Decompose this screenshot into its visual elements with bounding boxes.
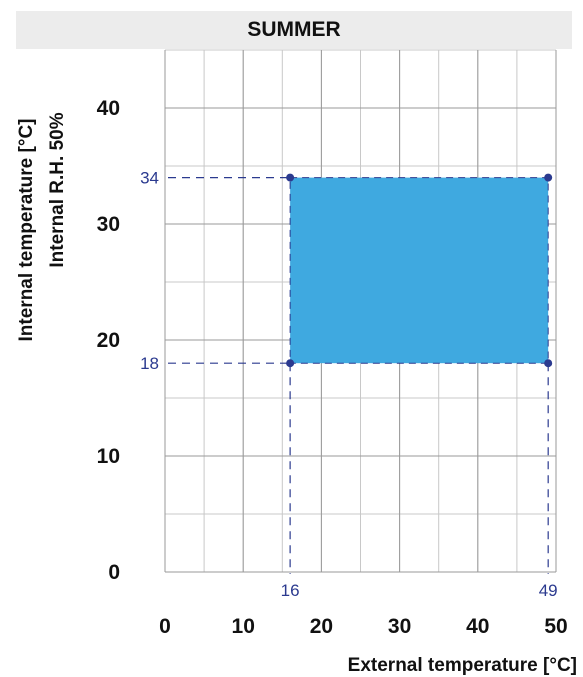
corner-points <box>286 173 553 368</box>
x-tick-label: 40 <box>466 615 489 638</box>
chart-title: SUMMER <box>247 18 341 41</box>
x-tick-label: 20 <box>310 615 333 638</box>
x-axis-label: External temperature [°C] <box>348 655 577 676</box>
y-tick-label: 30 <box>97 213 120 236</box>
y-tick-label: 40 <box>97 97 120 120</box>
x-tick-label: 0 <box>159 615 171 638</box>
y-axis-label-secondary: Internal R.H. 50% <box>47 112 68 267</box>
annotation-labels: 34 18 16 49 <box>140 169 558 600</box>
x-max-annotation: 49 <box>539 581 558 600</box>
x-tick-label: 50 <box>544 615 567 638</box>
y-min-annotation: 18 <box>140 354 159 373</box>
x-tick-label: 30 <box>388 615 411 638</box>
chart-title-bar <box>16 11 572 49</box>
corner-point <box>544 173 553 182</box>
y-tick-label: 0 <box>108 561 120 584</box>
guide-lines <box>168 177 549 574</box>
y-tick-label: 20 <box>97 329 120 352</box>
tick-labels: 0 10 20 30 40 50 0 10 20 30 40 <box>97 97 568 638</box>
y-tick-label: 10 <box>97 445 120 468</box>
corner-point <box>286 359 295 368</box>
y-axis-label: Internal temperature [°C] <box>16 119 37 342</box>
corner-point <box>544 359 553 368</box>
x-tick-label: 10 <box>232 615 255 638</box>
corner-point <box>286 173 295 182</box>
operating-region <box>289 177 549 364</box>
y-max-annotation: 34 <box>140 169 159 188</box>
x-min-annotation: 16 <box>281 581 300 600</box>
